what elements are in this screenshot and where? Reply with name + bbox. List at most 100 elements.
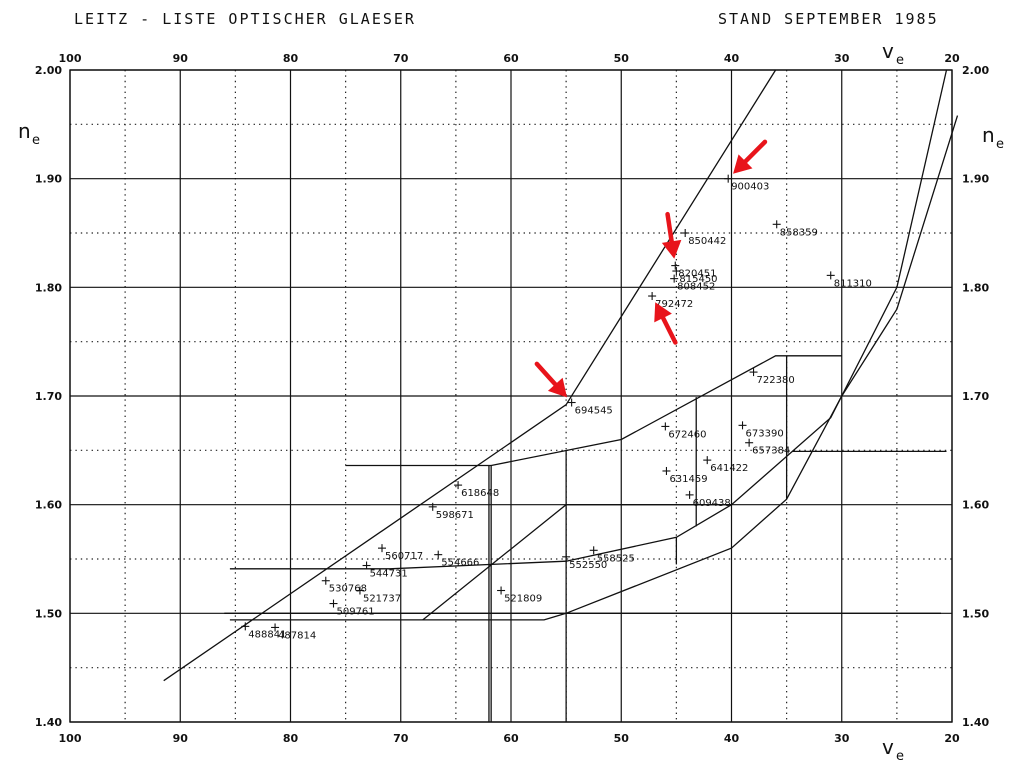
point-label: 641422 (710, 463, 748, 474)
glass-point-631459: 631459 (662, 466, 708, 485)
glass-point-811310: 811310 (826, 271, 872, 289)
x-tick-label-bottom: 80 (283, 732, 299, 745)
point-label: 811310 (834, 278, 872, 289)
glass-point-900403: 900403 (724, 174, 769, 193)
x-tick-label-top: 40 (724, 52, 740, 65)
arrow-head (654, 302, 672, 323)
point-label: 530768 (329, 584, 367, 595)
region-line (229, 115, 959, 621)
point-label: 850442 (688, 236, 726, 247)
point-label: 673390 (746, 428, 784, 439)
glass-point-792472: 792472 (648, 292, 693, 310)
x-tick-label-bottom: 50 (614, 732, 630, 745)
chart-title: LEITZ - LISTE OPTISCHER GLAESER (74, 10, 416, 28)
y-tick-label-right: 1.90 (962, 173, 989, 186)
glass-point-850442: 850442 (681, 229, 726, 247)
arrow-900403 (733, 139, 768, 174)
point-label: 631459 (669, 474, 707, 485)
point-label: 521737 (363, 594, 401, 605)
glass-point-552550: 552550 (562, 552, 607, 571)
glass-point-672460: 672460 (661, 422, 707, 440)
arrow-head (661, 239, 682, 259)
x-tick-label-top: 90 (173, 52, 189, 65)
glass-point-808452: 808452 (670, 274, 715, 293)
y-axis-symbol-right: n (982, 123, 995, 147)
point-label: 900403 (731, 182, 769, 193)
x-axis-subscript-bottom: e (896, 749, 904, 764)
x-tick-label-top: 60 (503, 52, 519, 65)
x-tick-label-bottom: 30 (834, 732, 850, 745)
arrow-shaft (534, 361, 558, 387)
y-tick-label-right: 1.80 (962, 281, 989, 294)
x-tick-label-bottom: 60 (503, 732, 519, 745)
x-tick-label-bottom: 90 (173, 732, 189, 745)
point-label: 672460 (668, 429, 706, 440)
x-tick-label-top: 80 (283, 52, 299, 65)
y-axis-symbol: n (18, 119, 31, 143)
y-tick-label-left: 1.80 (35, 281, 62, 294)
y-tick-label-left: 1.70 (35, 390, 62, 403)
y-tick-label-left: 2.00 (35, 64, 62, 77)
point-label: 657384 (752, 446, 790, 457)
arrow-694545 (534, 361, 567, 398)
glass-point-618648: 618648 (454, 481, 499, 499)
plot-frame (69, 69, 953, 723)
x-tick-label-bottom: 70 (393, 732, 409, 745)
glass-point-560717: 560717 (378, 544, 423, 562)
point-label: 820451 (678, 269, 716, 280)
x-tick-label-top: 30 (834, 52, 850, 65)
glass-point-521809: 521809 (497, 586, 542, 605)
y-tick-label-left: 1.40 (35, 716, 62, 729)
point-label: 618648 (461, 488, 499, 499)
arrow-820451 (661, 211, 682, 259)
point-label: 694545 (575, 406, 613, 417)
y-tick-label-left: 1.60 (35, 499, 62, 512)
x-tick-label-bottom: 20 (944, 732, 960, 745)
x-tick-label-bottom: 100 (59, 732, 82, 745)
point-label: 487814 (278, 630, 316, 641)
x-axis-symbol-bottom: v (882, 735, 894, 759)
glass-point-488841: 488841 (241, 622, 286, 640)
y-tick-label-right: 1.60 (962, 499, 989, 512)
glass-point-544731: 544731 (362, 561, 408, 580)
region-line (163, 69, 777, 682)
glass-point-598671: 598671 (428, 502, 474, 521)
point-label: 552550 (569, 560, 607, 571)
x-tick-label-bottom: 40 (724, 732, 740, 745)
arrow-head (733, 154, 753, 174)
glass-point-722380: 722380 (749, 368, 795, 386)
y-axis-label-left: n e (18, 119, 40, 148)
y-tick-label-left: 1.90 (35, 173, 62, 186)
point-label: 815450 (679, 274, 717, 285)
highlight-arrows (534, 139, 768, 398)
glass-point-657384: 657384 (745, 438, 790, 457)
glass-point-820451: 820451 (671, 261, 716, 280)
region-line (229, 69, 948, 570)
x-axis-label-top: v e (882, 39, 904, 68)
point-label: 558525 (597, 553, 635, 564)
glass-point-673390: 673390 (738, 421, 784, 439)
glass-point-487814: 487814 (271, 623, 316, 641)
point-label: 808452 (677, 282, 715, 293)
glass-point-521737: 521737 (355, 586, 401, 605)
glass-point-641422: 641422 (703, 456, 748, 474)
glass-point-609438: 609438 (685, 490, 731, 509)
arrow-792472 (654, 302, 678, 345)
x-axis-label-bottom: v e (882, 735, 904, 764)
point-label: 722380 (757, 375, 795, 386)
point-label: 521809 (504, 594, 542, 605)
grid (69, 69, 953, 723)
arrow-shaft (665, 211, 674, 245)
point-label: 598671 (436, 510, 474, 521)
arrow-head (547, 377, 567, 398)
x-axis-subscript: e (896, 53, 904, 68)
arrow-shaft (742, 139, 768, 164)
x-tick-label-top: 20 (944, 52, 960, 65)
y-tick-label-left: 1.50 (35, 607, 62, 620)
region-line (345, 355, 842, 467)
point-label: 554666 (441, 558, 479, 569)
glass-point-694545: 694545 (567, 398, 613, 417)
x-tick-label-top: 70 (393, 52, 409, 65)
